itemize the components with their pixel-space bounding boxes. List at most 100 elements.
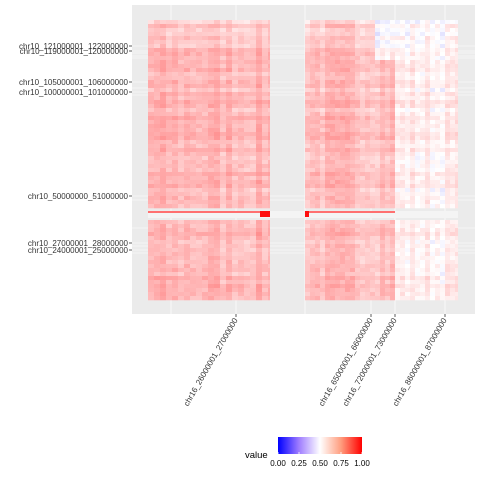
heatmap-cell — [244, 84, 250, 89]
heatmap-cell — [415, 184, 420, 189]
heatmap-cell — [310, 80, 315, 85]
heatmap-cell — [214, 60, 220, 65]
heatmap-cell — [345, 116, 350, 121]
heatmap-cell — [268, 32, 270, 37]
heatmap-cell — [380, 136, 385, 141]
heatmap-cell — [415, 172, 420, 177]
heatmap-cell — [184, 200, 190, 205]
heatmap-cell — [355, 244, 360, 249]
heatmap-cell — [380, 20, 385, 25]
heatmap-cell — [214, 272, 220, 277]
heatmap-cell — [148, 36, 154, 41]
heatmap-cell — [310, 84, 315, 89]
heatmap-cell — [172, 252, 178, 257]
heatmap-cell — [190, 220, 196, 225]
heatmap-cell — [160, 44, 166, 49]
heatmap-cell — [450, 228, 455, 233]
heatmap-cell — [425, 292, 430, 297]
heatmap-cell — [220, 292, 226, 297]
heatmap-cell — [340, 276, 345, 281]
heatmap-cell — [350, 88, 355, 93]
heatmap-cell — [405, 196, 410, 201]
heatmap-cell — [208, 288, 214, 293]
heatmap-cell — [400, 224, 405, 229]
heatmap-cell — [385, 96, 390, 101]
heatmap-cell — [256, 84, 262, 89]
heatmap-cell — [262, 172, 268, 177]
heatmap-cell — [435, 80, 440, 85]
heatmap-cell — [166, 272, 172, 277]
heatmap-cell — [325, 228, 330, 233]
heatmap-cell — [214, 156, 220, 161]
heatmap-cell — [154, 44, 160, 49]
heatmap-cell — [208, 164, 214, 169]
heatmap-cell — [405, 152, 410, 157]
heatmap-cell — [405, 88, 410, 93]
heatmap-cell — [268, 112, 270, 117]
heatmap-cell — [154, 108, 160, 113]
legend-tick-label: 0.75 — [333, 459, 349, 468]
heatmap-cell — [220, 128, 226, 133]
heatmap-cell — [268, 24, 270, 29]
heatmap-cell — [148, 280, 154, 285]
heatmap-cell — [445, 64, 450, 69]
heatmap-cell — [385, 260, 390, 265]
heatmap-cell — [435, 32, 440, 37]
heatmap-cell — [190, 144, 196, 149]
heatmap-cell — [405, 236, 410, 241]
heatmap-cell — [315, 80, 320, 85]
heatmap-cell — [172, 24, 178, 29]
heatmap-cell — [425, 24, 430, 29]
heatmap-cell — [214, 112, 220, 117]
heatmap-cell — [335, 104, 340, 109]
heatmap-cell — [220, 156, 226, 161]
heatmap-cell — [166, 96, 172, 101]
heatmap-cell — [400, 64, 405, 69]
heatmap-cell — [305, 124, 310, 129]
heatmap-cell — [380, 32, 385, 37]
heatmap-cell — [148, 260, 154, 265]
heatmap-cell — [335, 284, 340, 289]
heatmap-cell — [325, 20, 330, 25]
heatmap-cell — [420, 200, 425, 205]
heatmap-cell — [355, 176, 360, 181]
heatmap-cell — [310, 104, 315, 109]
heatmap-cell — [390, 244, 395, 249]
heatmap-cell — [172, 276, 178, 281]
heatmap-cell — [345, 196, 350, 201]
heatmap-cell — [148, 168, 154, 173]
heatmap-cell — [190, 200, 196, 205]
heatmap-cell — [250, 152, 256, 157]
heatmap-cell — [315, 104, 320, 109]
heatmap-cell — [202, 28, 208, 33]
heatmap-cell — [325, 224, 330, 229]
heatmap-cell — [220, 140, 226, 145]
heatmap-cell — [455, 248, 458, 253]
heatmap-cell — [196, 76, 202, 81]
heatmap-cell — [196, 132, 202, 137]
heatmap-cell — [172, 264, 178, 269]
heatmap-cell — [420, 292, 425, 297]
heatmap-cell — [400, 292, 405, 297]
heatmap-cell — [160, 252, 166, 257]
heatmap-cell — [410, 264, 415, 269]
heatmap-cell — [415, 248, 420, 253]
heatmap-cell — [160, 108, 166, 113]
heatmap-cell — [415, 284, 420, 289]
heatmap-cell — [250, 156, 256, 161]
heatmap-cell — [350, 40, 355, 45]
heatmap-cell — [405, 104, 410, 109]
heatmap-cell — [238, 200, 244, 205]
heatmap-cell — [166, 116, 172, 121]
heatmap-cell — [370, 36, 375, 41]
heatmap-cell — [305, 144, 310, 149]
heatmap-cell — [172, 100, 178, 105]
heatmap-cell — [315, 96, 320, 101]
heatmap-cell — [226, 44, 232, 49]
heatmap-cell — [325, 164, 330, 169]
heatmap-cell — [395, 136, 400, 141]
heatmap-cell — [154, 292, 160, 297]
heatmap-cell — [440, 260, 445, 265]
heatmap-cell — [202, 128, 208, 133]
heatmap-cell — [196, 20, 202, 25]
